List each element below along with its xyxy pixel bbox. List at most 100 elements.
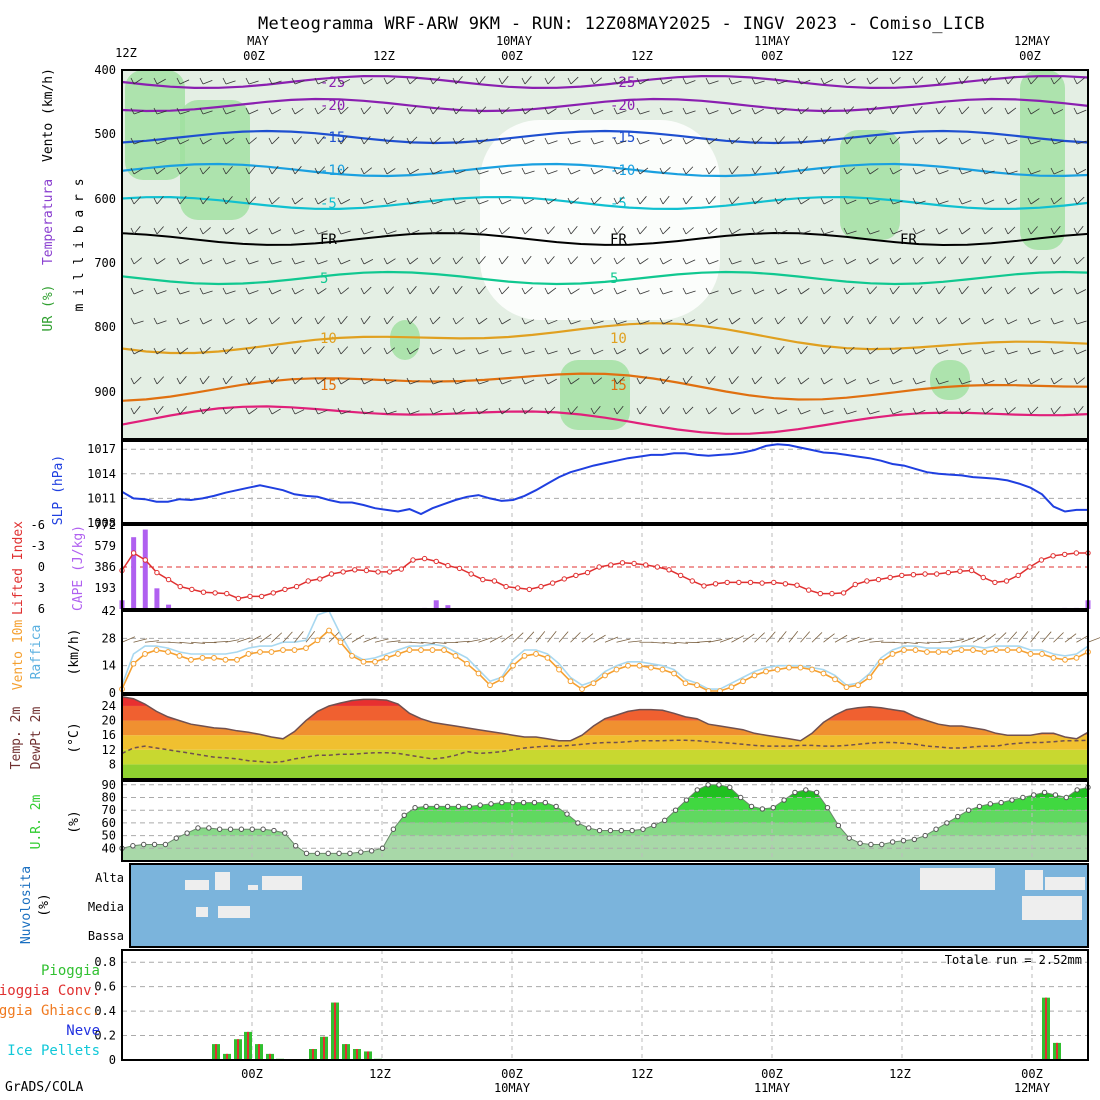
wind-barb-flag: [912, 167, 917, 175]
wind-barb-flag: [452, 107, 457, 115]
wind-barb-flag: [521, 407, 526, 415]
wind-arrow: [455, 640, 470, 643]
wind-arrow: [754, 632, 765, 643]
bottom-time-label: 00Z: [501, 1067, 523, 1081]
wind-point: [395, 651, 401, 657]
cape-bar: [433, 600, 439, 609]
wind-barb: [1030, 406, 1039, 415]
wind-barb-flag: [1027, 317, 1032, 325]
wind-barb-flag: [130, 287, 135, 295]
wind-barb-flag: [843, 77, 848, 85]
wind-barb-flag: [521, 317, 526, 325]
li-point: [864, 578, 870, 584]
wind-barb: [1007, 350, 1018, 355]
wind-barb-flag: [1050, 227, 1055, 235]
wind-barb: [455, 137, 465, 145]
wind-arrow: [846, 636, 860, 643]
wind-barb: [547, 76, 556, 85]
wind-arrow: [294, 631, 304, 643]
temp-line: [121, 696, 1089, 742]
wind-barb: [1053, 406, 1061, 415]
wind-barb: [938, 170, 949, 175]
wind-barb: [524, 407, 533, 415]
wind-barb-flag: [176, 167, 181, 175]
wind-arrow: [386, 640, 401, 643]
wind-barb-flag: [958, 407, 963, 415]
humidity-patch: [125, 70, 185, 180]
wind-barb-flag: [958, 227, 963, 235]
wind-barb-flag: [452, 137, 457, 145]
wind-barb-flag: [912, 287, 917, 295]
wind-barb-flag: [245, 197, 250, 205]
wind-barb: [317, 166, 326, 175]
wind-barb-flag: [429, 167, 434, 175]
li-point: [526, 586, 533, 593]
dewpt-axis-label: DewPt 2m: [29, 707, 44, 770]
wind-barb: [1076, 377, 1085, 385]
wind-barb: [248, 228, 258, 235]
wind-barb: [248, 407, 258, 415]
wind-barb-flag: [360, 347, 365, 355]
li-point: [817, 590, 824, 597]
wind-barb-flag: [337, 197, 342, 205]
wind-barb-flag: [245, 377, 250, 385]
top-time-label: 00Z: [761, 49, 783, 63]
li-point: [293, 583, 300, 590]
wind-point: [153, 647, 160, 653]
wind-barb-flag: [705, 107, 710, 115]
wind-barb: [179, 258, 189, 265]
wind-barb-flag: [935, 257, 940, 265]
wind-barb-flag: [452, 77, 457, 85]
wind-point: [441, 647, 447, 653]
wind-barb: [639, 167, 649, 175]
wind-arrow: [903, 641, 918, 645]
wind-barb-flag: [245, 107, 250, 115]
wind-barb: [133, 349, 144, 355]
wind-barb: [708, 166, 716, 175]
wind-barb-flag: [889, 167, 894, 175]
pressure-tick: 700: [94, 256, 116, 270]
wind-barb: [386, 230, 397, 235]
wind-barb: [685, 166, 694, 175]
wind-barb-flag: [1050, 347, 1055, 355]
bottom-time-label: 12Z: [889, 1067, 911, 1081]
wind-barb: [524, 107, 534, 115]
wind-barb-flag: [981, 77, 986, 85]
wind-barb-flag: [521, 287, 526, 295]
rh-point: [173, 835, 179, 841]
li-point: [328, 571, 335, 577]
wind-barb: [1030, 76, 1039, 85]
wind-barb: [823, 199, 834, 205]
wind-barb: [363, 315, 371, 325]
wind-barb: [294, 316, 303, 325]
wind-barb-flag: [475, 197, 480, 205]
wind-barb: [202, 406, 211, 415]
wind-barb: [1076, 349, 1087, 355]
wind-barb-flag: [544, 197, 549, 205]
temp-unit-label: (°C): [67, 722, 82, 753]
rh-point: [510, 799, 516, 806]
wind-barb: [938, 76, 946, 85]
top-time-label: 11MAY: [754, 34, 791, 48]
wind-barb: [938, 317, 947, 325]
wind-barb: [524, 226, 533, 235]
wind-barb: [478, 408, 488, 415]
li-point: [701, 583, 707, 589]
wind-barb-flag: [222, 77, 227, 85]
wind-barb: [869, 258, 879, 265]
wind-barb-flag: [774, 137, 779, 145]
wind-barb-flag: [590, 347, 595, 355]
wind-barb-flag: [728, 137, 733, 145]
wind-barb: [823, 106, 832, 115]
wind-barb: [547, 287, 557, 295]
wind-barb: [432, 200, 443, 205]
wind-barb: [156, 320, 167, 325]
wind-barb: [754, 317, 763, 325]
wind-barb: [616, 140, 627, 145]
wind-barb: [179, 290, 190, 295]
wind-barb: [869, 106, 877, 115]
wind-barb: [593, 349, 604, 355]
isotherm-line: [121, 231, 1089, 247]
